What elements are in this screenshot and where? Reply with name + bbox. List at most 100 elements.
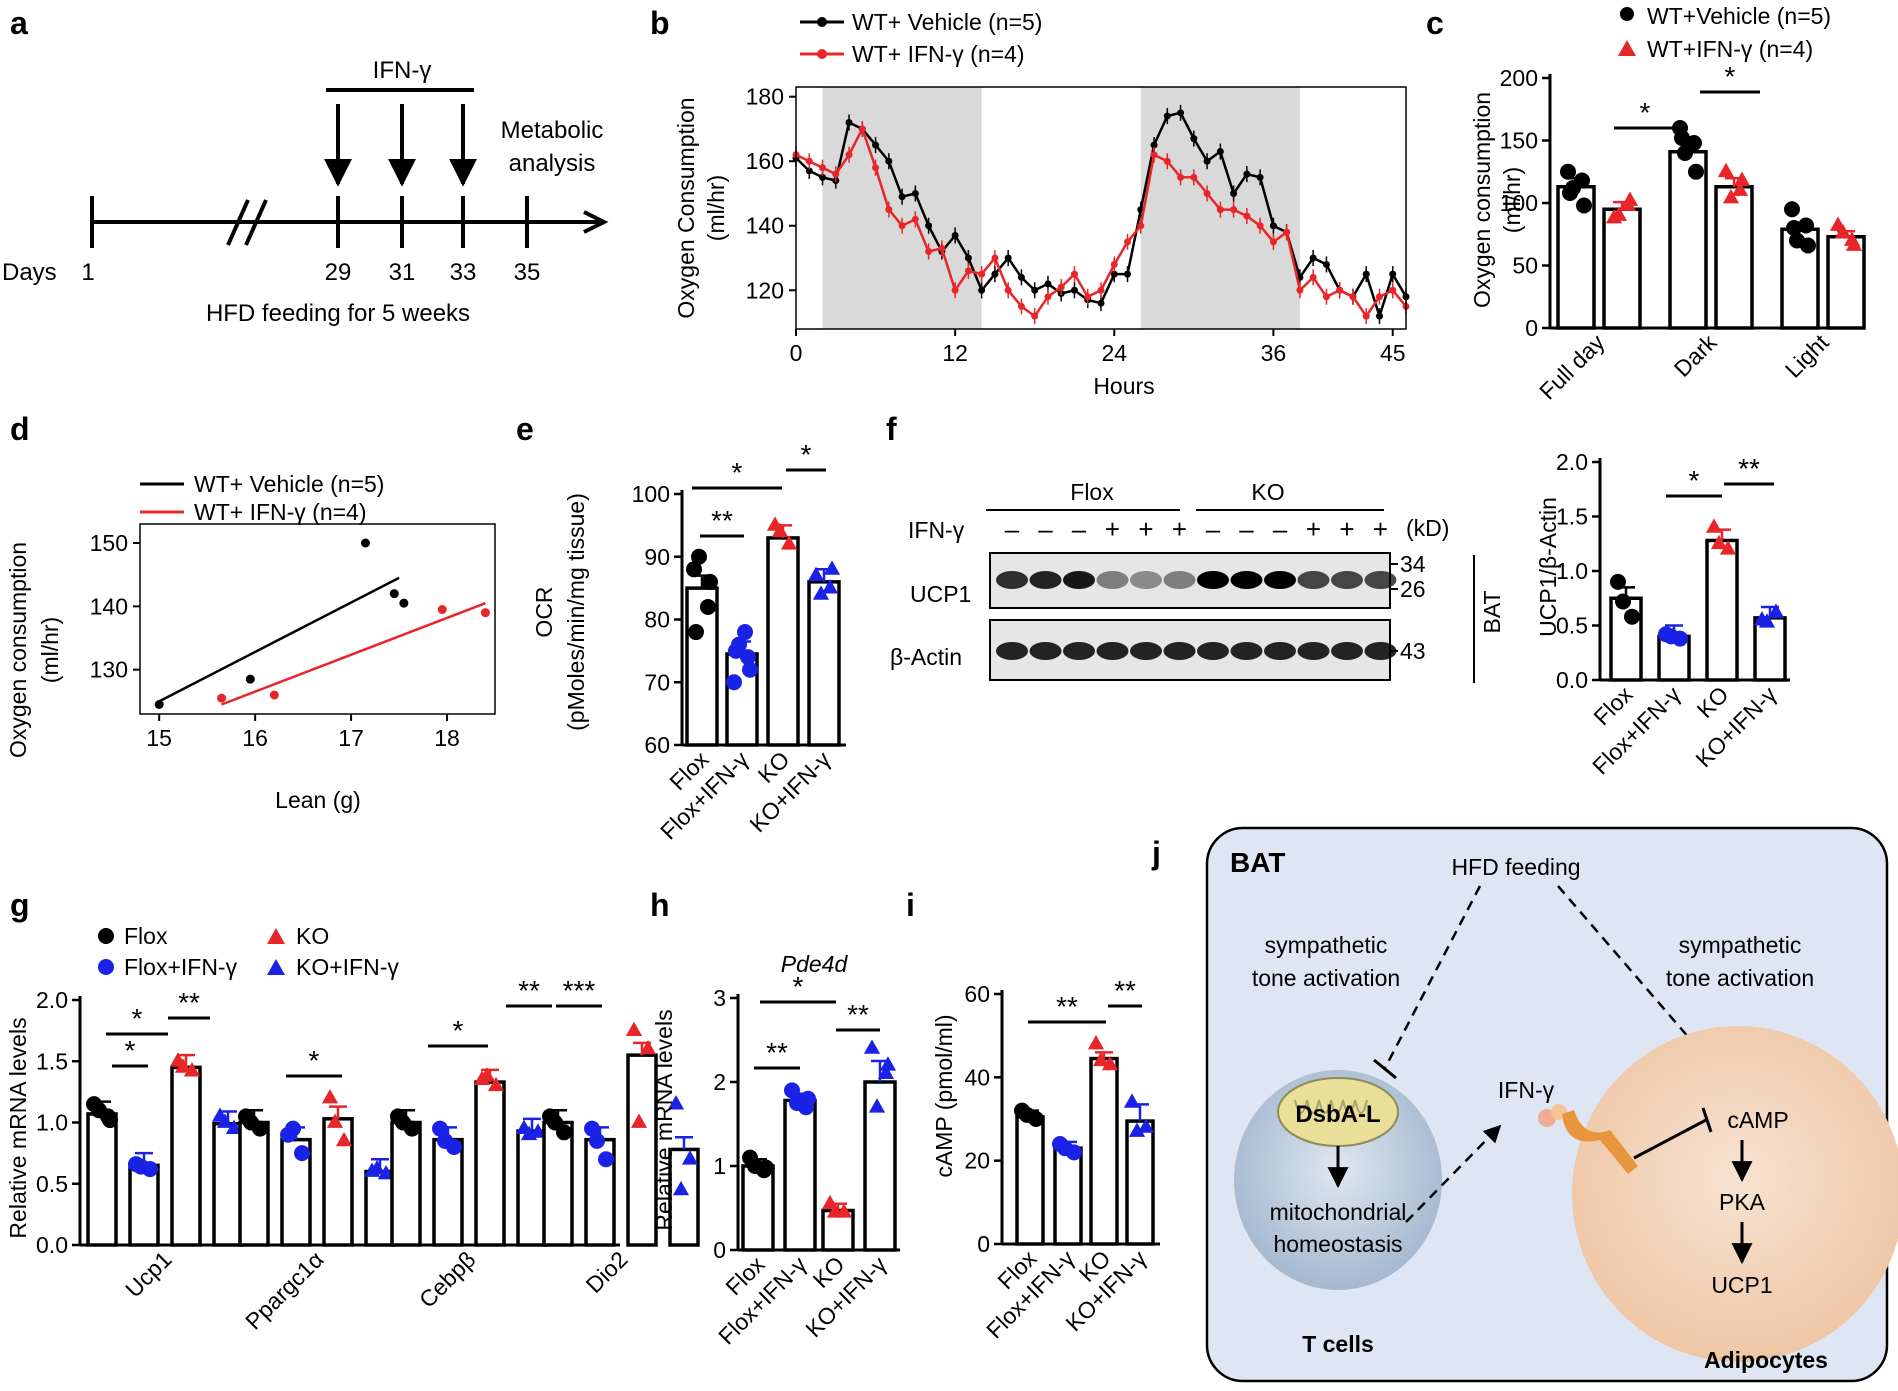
receptor-icon xyxy=(1562,1110,1638,1174)
triangle-point xyxy=(879,1056,897,1071)
data-point xyxy=(1615,593,1631,610)
bar xyxy=(685,586,719,747)
significance-label: * xyxy=(453,1015,464,1046)
y-tick-label: 0.0 xyxy=(36,1232,68,1258)
blot-group-flox: Flox xyxy=(1070,479,1114,505)
actin-band xyxy=(1297,642,1330,660)
triangle-point xyxy=(1722,189,1740,204)
data-point xyxy=(269,690,279,700)
data-point xyxy=(1163,157,1171,165)
data-point xyxy=(133,1158,149,1175)
data-point xyxy=(991,254,999,262)
significance-label: *** xyxy=(563,975,596,1006)
panel-label-d: d xyxy=(10,411,30,447)
data-point xyxy=(978,270,986,278)
ucp1-band xyxy=(1163,571,1196,589)
plus-sign: + xyxy=(1105,514,1120,544)
chart-title: Pde4d xyxy=(781,951,849,977)
data-point xyxy=(1070,270,1078,278)
regression-line xyxy=(158,576,400,703)
data-point xyxy=(686,561,702,578)
data-point xyxy=(728,642,744,659)
data-point xyxy=(832,170,840,178)
data-point xyxy=(1203,157,1211,165)
category-label: Light xyxy=(1780,329,1834,383)
bar xyxy=(432,1137,464,1247)
triangle-point xyxy=(321,1089,339,1104)
data-point xyxy=(1624,608,1640,625)
y-tick-label: 120 xyxy=(746,277,784,303)
bar xyxy=(86,1112,118,1247)
triangle-point xyxy=(863,1039,881,1054)
data-point xyxy=(1610,573,1626,590)
data-point xyxy=(1057,283,1065,291)
bar xyxy=(364,1169,396,1247)
significance-label: ** xyxy=(518,975,540,1006)
triangle-point xyxy=(630,1113,648,1128)
day-tick: 29 xyxy=(325,259,352,286)
data-point xyxy=(1070,286,1078,294)
category-label: Ucp1 xyxy=(120,1246,176,1302)
mw-marker: 34 xyxy=(1400,551,1426,577)
y-tick-label: 100 xyxy=(632,481,670,507)
data-point xyxy=(885,206,893,214)
data-point xyxy=(978,286,986,294)
data-point xyxy=(399,598,409,608)
y-tick-label: 140 xyxy=(746,213,784,239)
adipocytes-label: Adipocytes xyxy=(1704,1347,1828,1373)
data-point xyxy=(1269,238,1277,246)
data-point xyxy=(1190,173,1198,181)
x-tick-label: 18 xyxy=(434,725,460,751)
bar xyxy=(766,536,800,747)
x-tick-label: 0 xyxy=(790,340,803,366)
bar-chart-g: 0.00.51.01.52.0******** ***Ucp1 Ppargc1α Ce… xyxy=(5,923,700,1335)
bar xyxy=(1053,1146,1083,1246)
category-label: Ppargc1α xyxy=(240,1246,328,1334)
data-point xyxy=(1163,112,1171,120)
data-point xyxy=(1004,286,1012,294)
data-point xyxy=(1110,270,1118,278)
significance-label: * xyxy=(309,1045,320,1076)
triangle-point xyxy=(335,1131,353,1147)
x-tick-label: 15 xyxy=(146,725,172,751)
data-point xyxy=(1243,170,1251,178)
data-point xyxy=(1019,1106,1035,1123)
y-tick-label: 100 xyxy=(1500,190,1538,216)
triangle-point xyxy=(478,1066,496,1082)
ucp1-band xyxy=(1264,571,1296,589)
data-point xyxy=(1124,270,1132,278)
data-point xyxy=(1389,270,1397,278)
triangle-point xyxy=(183,1062,201,1077)
bar xyxy=(1602,207,1642,330)
western-blot-f: Flox KO IFN-γ (kD) – – – + + + – – – + + + UCP1 β-A… xyxy=(890,449,1790,780)
significance-label: ** xyxy=(1738,453,1760,484)
bar xyxy=(170,1065,202,1247)
data-point xyxy=(951,286,959,294)
data-point xyxy=(1031,286,1039,294)
data-point xyxy=(1677,145,1693,161)
triangle-point xyxy=(1834,224,1852,239)
category-label: KO+IFN-γ xyxy=(800,1251,891,1342)
triangle-point xyxy=(326,1113,344,1128)
panel-label-b: b xyxy=(650,5,670,41)
actin-band xyxy=(996,642,1028,660)
data-point xyxy=(1322,293,1330,301)
y-axis-title: UCP1/β-Actin xyxy=(1535,497,1561,637)
actin-row-label: β-Actin xyxy=(890,644,962,670)
data-point xyxy=(898,193,906,201)
data-point xyxy=(1269,222,1277,230)
data-point xyxy=(1044,280,1052,288)
ucp1-band xyxy=(1364,571,1397,589)
y-axis-title: cAMP (pmol/ml) xyxy=(931,1014,957,1177)
data-point xyxy=(1243,212,1251,220)
actin-band xyxy=(1029,642,1062,660)
ucp1-band xyxy=(1230,571,1263,589)
data-point xyxy=(688,624,704,641)
legend-ifn: WT+ IFN-γ (n=4) xyxy=(852,41,1025,67)
y-tick-label: 2.0 xyxy=(1556,449,1588,475)
data-point xyxy=(389,589,399,599)
significance-label: * xyxy=(793,971,804,1002)
y-tick-label: 90 xyxy=(644,544,670,570)
data-point xyxy=(991,270,999,278)
y-tick-label: 1.5 xyxy=(1556,504,1588,530)
